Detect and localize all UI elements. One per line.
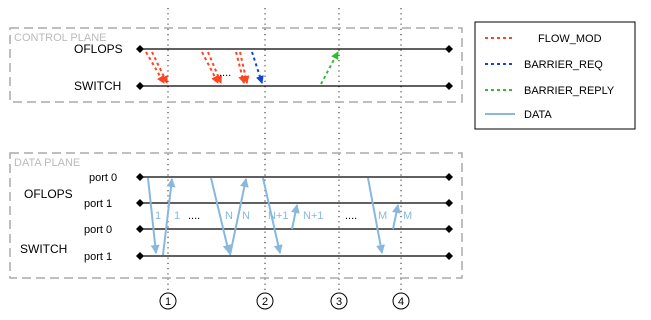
packet-label: N+1	[303, 210, 324, 222]
data-rails	[140, 176, 449, 257]
port-label: port 0	[89, 172, 117, 184]
barrier-reply-arrow	[320, 51, 339, 85]
control-plane-title: CONTROL PLANE	[14, 32, 107, 44]
data-oflops-label: OFLOPS	[24, 187, 73, 201]
rail-end	[136, 225, 144, 233]
packet-labels: 1 1 N N N+1 N+1 M M	[155, 210, 412, 222]
control-messages	[145, 51, 339, 85]
control-oflops-label: OFLOPS	[74, 42, 123, 56]
packet-label: N	[242, 210, 250, 222]
barrier-req-arrow	[251, 51, 264, 84]
rail-end	[136, 173, 144, 181]
rail-end	[136, 82, 144, 90]
flow-mod-arrow	[239, 51, 250, 84]
data-arrow	[162, 178, 176, 256]
data-packets	[147, 177, 401, 256]
data-arrow	[229, 178, 249, 256]
marker-lines	[167, 8, 402, 290]
marker-number-4: 4	[398, 296, 404, 308]
data-arrow	[210, 177, 232, 254]
packet-label: M	[403, 210, 412, 222]
rail-end	[136, 252, 144, 260]
packet-label: N+1	[268, 210, 289, 222]
legend-label-flow-mod: FLOW_MOD	[538, 33, 602, 45]
circled-markers: 1 2 3 4	[159, 292, 410, 310]
port-label: port 1	[84, 198, 112, 210]
marker-circle-1	[159, 292, 177, 310]
port-label: port 0	[84, 224, 112, 236]
control-dots: ....	[219, 67, 231, 79]
legend-box	[474, 21, 636, 130]
control-switch-label: SWITCH	[74, 79, 121, 93]
packet-label: 1	[155, 210, 161, 222]
data-plane-title: DATA PLANE	[14, 157, 80, 169]
legend: FLOW_MOD BARRIER_REQ BARRIER_REPLY DATA	[485, 33, 615, 121]
rail-end	[445, 82, 453, 90]
data-arrow	[262, 177, 283, 254]
legend-label-barrier-reply: BARRIER_REPLY	[524, 85, 615, 97]
flow-mod-arrow	[201, 51, 219, 84]
control-plane-box	[9, 27, 463, 103]
rail-end	[136, 45, 144, 53]
marker-circle-2	[256, 292, 274, 310]
marker-circle-4	[392, 292, 410, 310]
data-arrow	[391, 204, 401, 230]
packet-label: M	[378, 210, 387, 222]
data-dots: ....	[188, 210, 200, 222]
control-rail-ends	[136, 45, 453, 90]
marker-circle-3	[330, 292, 348, 310]
rail-end	[445, 225, 453, 233]
data-dots: ....	[345, 210, 357, 222]
control-rails	[140, 48, 449, 87]
flow-mod-arrow	[235, 51, 247, 84]
rail-end	[445, 45, 453, 53]
flow-mod-arrow	[151, 51, 168, 84]
rail-end	[445, 173, 453, 181]
data-switch-label: SWITCH	[20, 242, 67, 256]
marker-number-1: 1	[165, 296, 171, 308]
data-plane-box	[9, 152, 463, 279]
data-arrow	[147, 177, 160, 254]
rail-end	[445, 199, 453, 207]
data-arrow	[367, 177, 385, 254]
legend-label-barrier-req: BARRIER_REQ	[524, 59, 603, 71]
flow-mod-arrow	[145, 51, 165, 84]
legend-label-data: DATA	[524, 109, 552, 121]
rail-end	[445, 252, 453, 260]
marker-number-2: 2	[262, 296, 268, 308]
data-rail-ends	[136, 173, 453, 260]
marker-number-3: 3	[336, 296, 342, 308]
data-arrow	[290, 204, 300, 230]
port-label: port 1	[84, 251, 112, 263]
packet-label: N	[225, 210, 233, 222]
rail-end	[136, 199, 144, 207]
packet-label: 1	[174, 210, 180, 222]
